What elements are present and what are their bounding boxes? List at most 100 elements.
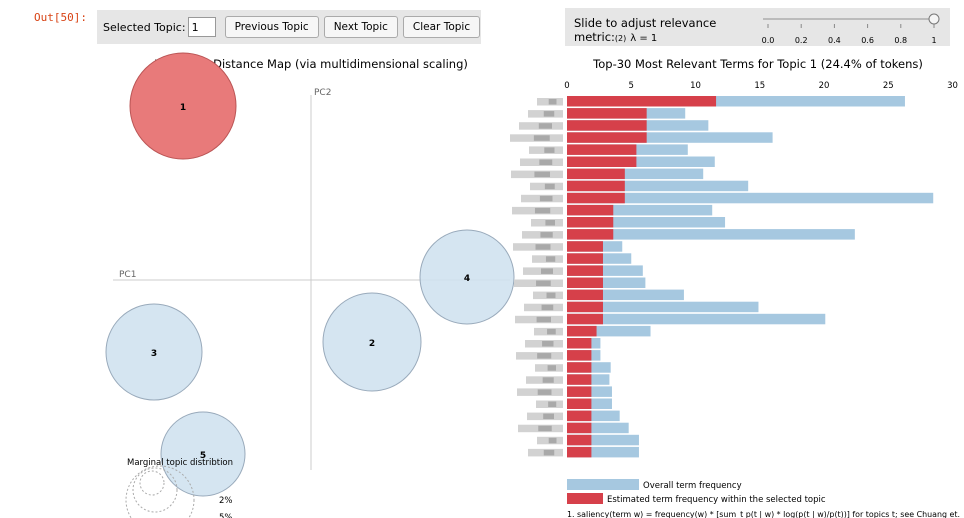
- overall-frequency-bar: [567, 301, 759, 313]
- selected-topic-input[interactable]: [187, 17, 216, 37]
- terms-bars: [567, 96, 934, 458]
- overall-frequency-bar: [567, 277, 646, 288]
- topic-frequency-bar: [567, 313, 603, 325]
- topic-frequency-bar: [567, 350, 592, 361]
- topic-1-label: 1: [180, 103, 186, 113]
- term-label-blurred-detail: [538, 425, 552, 432]
- marginal-title: Marginal topic distribtion: [127, 458, 233, 468]
- topic-3-circle[interactable]: [105, 303, 203, 401]
- topic-frequency-bar: [567, 338, 592, 349]
- term-label-blurred-detail: [534, 207, 551, 214]
- term-label-blurred-detail: [541, 268, 553, 274]
- term-label-blurred-detail: [545, 220, 555, 226]
- relevance-panel: Slide to adjust relevance metric:(2) λ = …: [565, 8, 950, 46]
- legend-overall-swatch: [567, 479, 639, 490]
- slider-tick-label: 0.4: [828, 36, 841, 45]
- term-label-blurred-detail: [536, 316, 551, 323]
- x-tick-label: 20: [819, 81, 830, 91]
- marginal-circle-large: [125, 465, 195, 518]
- x-tick-label: 30: [947, 81, 958, 91]
- topic-frequency-bar: [567, 253, 603, 264]
- term-label-blurred-detail: [537, 389, 552, 395]
- relevance-slider[interactable]: 0.0 0.2 0.4 0.6 0.8 1: [762, 13, 940, 45]
- overall-frequency-bar: [567, 325, 651, 337]
- topic-controls: Selected Topic: Previous Topic Next Topi…: [97, 10, 481, 44]
- overall-frequency-bar: [567, 217, 726, 228]
- legend-estimated-swatch: [567, 493, 603, 504]
- overall-frequency-bar: [567, 204, 713, 216]
- overall-frequency-bar: [567, 434, 639, 446]
- intertopic-title: Intertopic Distance Map (via multidimens…: [154, 57, 468, 71]
- overall-frequency-bar: [567, 156, 715, 167]
- term-label-blurred-detail: [547, 365, 556, 371]
- topic-circle-2[interactable]: 2: [322, 292, 422, 392]
- terms-x-axis: 0 5 10 15 20 25 30: [564, 81, 958, 91]
- term-label-blurred-detail: [543, 449, 555, 456]
- pc1-label: PC1: [119, 270, 136, 280]
- slider-handle[interactable]: [928, 13, 940, 25]
- slider-tick-label: 0.6: [861, 36, 874, 45]
- term-label-blurred-detail: [543, 413, 554, 420]
- topic-frequency-bar: [567, 446, 592, 458]
- topic-5-label: 5: [200, 451, 206, 461]
- topic-circle-4[interactable]: 4: [419, 229, 515, 325]
- term-label-blurred-detail: [539, 159, 553, 165]
- slider-tick-label: 0.0: [762, 36, 775, 45]
- overall-frequency-bar: [567, 168, 704, 180]
- topic-frequency-bar: [567, 277, 603, 288]
- topic-1-circle[interactable]: [129, 52, 237, 160]
- topic-frequency-bar: [567, 362, 592, 373]
- marginal-label-5pct: 5%: [219, 513, 233, 518]
- marginal-circle-medium: [132, 467, 178, 513]
- topic-frequency-bar: [567, 410, 592, 422]
- topic-frequency-bar: [567, 241, 603, 252]
- topic-frequency-bar: [567, 289, 603, 301]
- pc2-label: PC2: [314, 88, 331, 98]
- topic-circle-3[interactable]: 3: [105, 303, 203, 401]
- previous-topic-button[interactable]: Previous Topic: [224, 16, 319, 38]
- legend-estimated-label: Estimated term frequency within the sele…: [607, 495, 826, 505]
- relevance-label-line1: Slide to adjust relevance: [574, 16, 717, 30]
- term-label-blurred-detail: [542, 377, 554, 383]
- overall-frequency-bar: [567, 410, 620, 422]
- term-label-blurred-detail: [536, 280, 551, 286]
- slider-tick-label: 0.8: [894, 36, 907, 45]
- term-label-blurred-detail: [534, 171, 550, 178]
- slider-tick-label: 0.2: [795, 36, 808, 45]
- topic-frequency-bar: [567, 132, 647, 143]
- relevance-label-line2: metric:: [574, 30, 615, 44]
- overall-frequency-bar: [567, 132, 773, 143]
- x-tick-label: 10: [690, 81, 701, 91]
- term-label-blurred-detail: [544, 183, 555, 190]
- topic-frequency-bar: [567, 108, 647, 119]
- topic-5-circle[interactable]: [160, 411, 246, 497]
- saliency-footnote: 1. saliency(term w) = frequency(w) * [su…: [567, 510, 960, 518]
- relevance-label: Slide to adjust relevance metric:(2) λ = …: [574, 16, 716, 46]
- overall-frequency-bar: [567, 313, 826, 325]
- lambda-value: λ = 1: [630, 33, 658, 44]
- term-label-blurred-detail: [537, 353, 552, 359]
- cell-output-label: Out[50]:: [34, 11, 87, 24]
- topic-frequency-bar: [567, 398, 592, 409]
- overall-frequency-bar: [567, 96, 905, 107]
- topic-2-circle[interactable]: [322, 292, 422, 392]
- topic-circle-5[interactable]: 5: [160, 411, 246, 497]
- topic-frequency-bar: [567, 120, 647, 131]
- term-labels: [510, 98, 563, 457]
- overall-frequency-bar: [567, 265, 643, 276]
- clear-topic-button[interactable]: Clear Topic: [402, 16, 481, 38]
- topic-circle-1[interactable]: 1: [129, 52, 237, 160]
- term-label-blurred-detail: [548, 401, 557, 407]
- term-label-blurred-detail: [547, 328, 556, 335]
- term-label-blurred-detail: [542, 341, 554, 347]
- topic-frequency-bar: [567, 386, 592, 397]
- term-label-blurred-detail: [543, 111, 555, 117]
- term-label-blurred-detail: [538, 123, 552, 129]
- next-topic-button[interactable]: Next Topic: [323, 16, 398, 38]
- term-label-blurred-detail: [533, 135, 550, 141]
- marginal-legend: [125, 465, 195, 518]
- topic-frequency-bar: [567, 204, 614, 216]
- term-label-blurred-detail: [545, 256, 556, 262]
- topic-4-circle[interactable]: [419, 229, 515, 325]
- marginal-label-2pct: 2%: [219, 496, 233, 506]
